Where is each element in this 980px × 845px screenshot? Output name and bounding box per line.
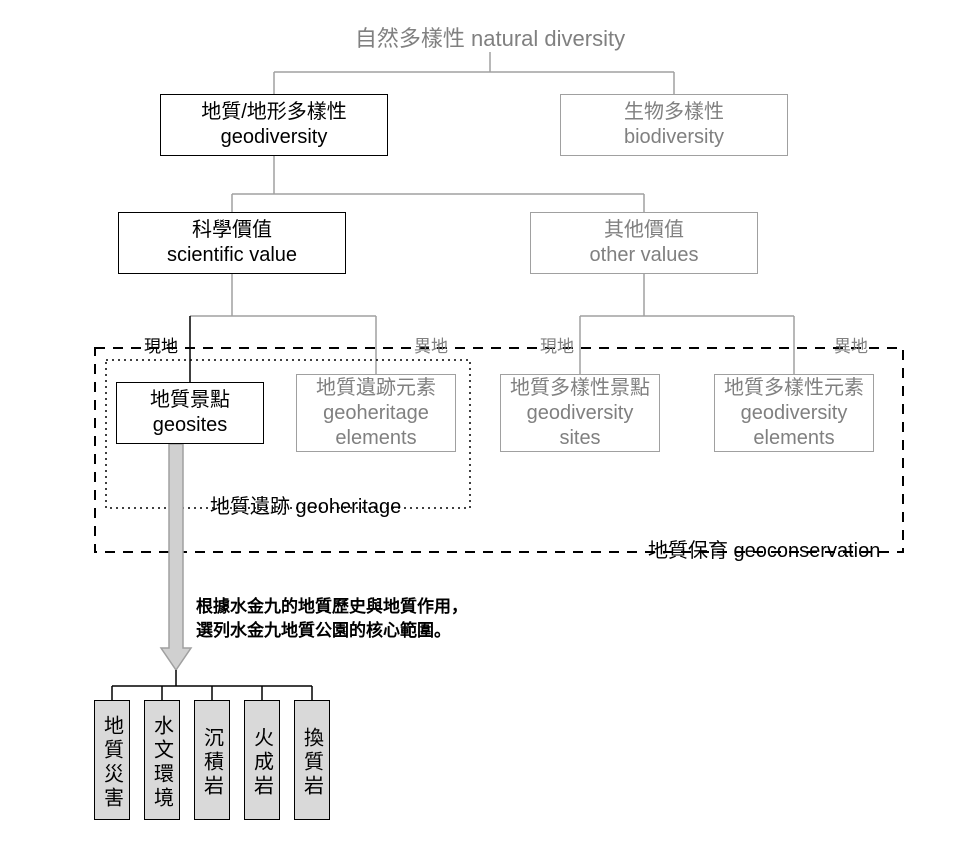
node-biodiversity: 生物多樣性biodiversity (560, 94, 788, 156)
node-geoheritage-elements: 地質遺跡元素geoheritageelements (296, 374, 456, 452)
small-label-insitu-1: 現地 (144, 332, 178, 357)
small-label-insitu-2: 現地 (540, 332, 574, 357)
small-label-exsitu-2: 異地 (834, 332, 868, 357)
note-text: 根據水金九的地質歷史與地質作用，選列水金九地質公園的核心範圍。 (196, 595, 468, 643)
category-igneous: 火成岩 (244, 700, 280, 820)
geoconservation-region-label: 地質保育 geoconservation (648, 534, 880, 563)
node-scientific-value: 科學價值scientific value (118, 212, 346, 274)
small-label-exsitu-1: 異地 (414, 332, 448, 357)
category-metasomatic: 換質岩 (294, 700, 330, 820)
node-geodiversity-elements: 地質多樣性元素geodiversityelements (714, 374, 874, 452)
category-geohazard: 地質災害 (94, 700, 130, 820)
category-sedimentary: 沉積岩 (194, 700, 230, 820)
node-other-values: 其他價值other values (530, 212, 758, 274)
geoheritage-region-label: 地質遺跡 geoheritage (210, 490, 401, 519)
title-natural-diversity: 自然多樣性 natural diversity (0, 21, 980, 53)
node-geodiversity-sites: 地質多樣性景點geodiversitysites (500, 374, 660, 452)
node-geosites: 地質景點geosites (116, 382, 264, 444)
node-geodiversity: 地質/地形多樣性geodiversity (160, 94, 388, 156)
category-hydro-env: 水文環境 (144, 700, 180, 820)
